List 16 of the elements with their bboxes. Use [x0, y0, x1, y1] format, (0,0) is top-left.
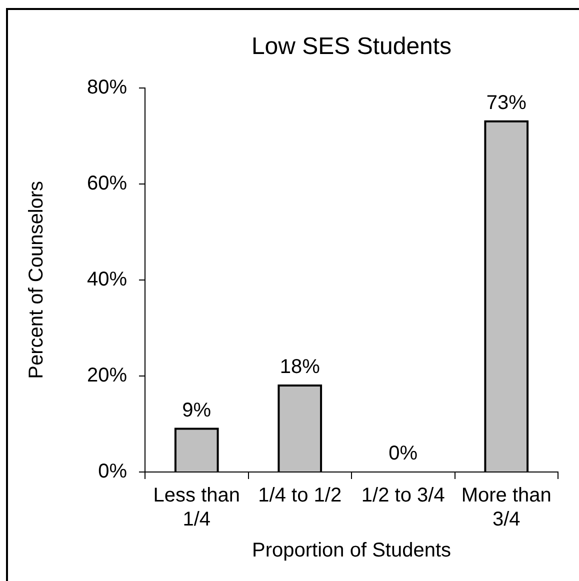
y-tick-label: 60% [86, 172, 128, 194]
data-label: 0% [388, 442, 418, 465]
data-label: 73% [486, 92, 527, 114]
chart-title: Low SES Students [251, 33, 452, 60]
y-tick-label: 0% [98, 460, 128, 483]
x-tick-label: More than 3/4 [461, 484, 552, 531]
x-tick-label: 1/4 to 1/2 [258, 484, 342, 507]
x-axis-title: Proportion of Students [252, 540, 452, 562]
x-tick-label: 1/2 to 3/4 [361, 484, 445, 507]
x-tick-label: Less than 1/4 [153, 484, 240, 531]
y-axis-title: Percent of Counselors [26, 180, 48, 379]
y-tick-label: 20% [86, 364, 128, 386]
y-tick-label: 40% [86, 268, 128, 290]
data-label: 18% [280, 356, 320, 378]
y-tick-label: 80% [86, 76, 128, 98]
data-label: 9% [182, 399, 212, 422]
